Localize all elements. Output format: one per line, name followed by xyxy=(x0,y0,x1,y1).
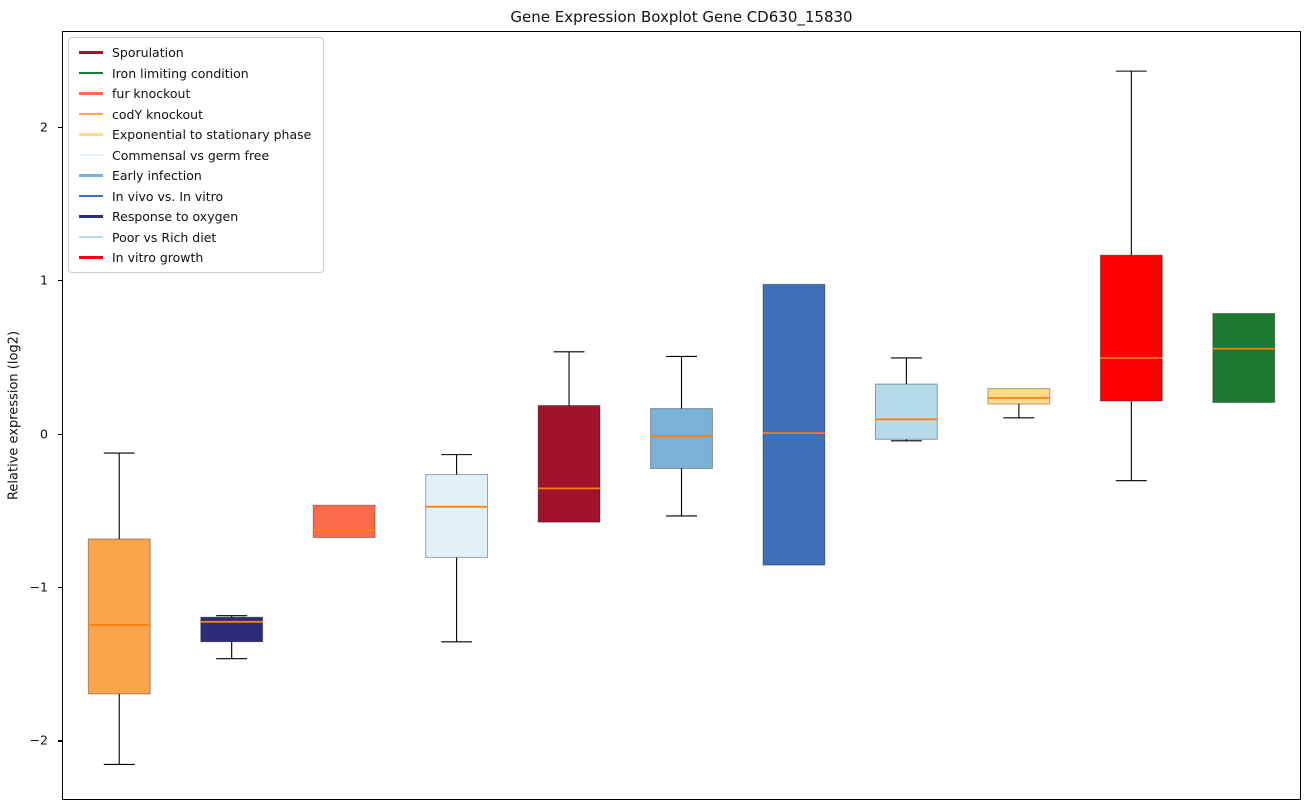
box-exponential-to-stationary-phase xyxy=(987,388,1051,419)
y-tick-mark xyxy=(58,587,62,589)
legend-swatch xyxy=(79,92,103,95)
legend-item-cody-knockout: codY knockout xyxy=(79,107,311,122)
legend-swatch xyxy=(79,71,103,75)
legend-item-early-infection: Early infection xyxy=(79,168,311,183)
box-rect xyxy=(87,538,151,695)
boxplot-canvas xyxy=(87,70,1276,766)
legend-label: In vitro growth xyxy=(112,250,204,265)
legend-item-poor-vs-rich-diet: Poor vs Rich diet xyxy=(79,230,311,245)
box-rect xyxy=(874,383,938,440)
legend: Sporulation Iron limiting condition fur kn… xyxy=(68,37,325,273)
legend-item-in-vivo-vs-in-vitro: In vivo vs. In vitro xyxy=(79,189,311,204)
y-tick-label: −2 xyxy=(29,732,48,748)
y-tick-mark xyxy=(58,126,62,129)
legend-label: Sporulation xyxy=(112,45,184,60)
box-cody-knockout xyxy=(87,452,151,766)
box-early-infection xyxy=(650,355,713,517)
box-commensal-vs-germ-free xyxy=(425,454,489,643)
legend-swatch xyxy=(79,194,103,198)
legend-swatch xyxy=(79,51,103,54)
legend-label: Iron limiting condition xyxy=(112,65,249,81)
legend-swatch xyxy=(79,215,103,218)
legend-swatch xyxy=(79,235,103,239)
legend-label: fur knockout xyxy=(112,86,191,101)
legend-swatch xyxy=(79,153,103,157)
legend-item-iron-limiting-condition: Iron limiting condition xyxy=(79,66,311,81)
box-iron-limiting-condition xyxy=(1212,312,1276,403)
box-rect xyxy=(1212,312,1276,403)
legend-label: In vivo vs. In vitro xyxy=(112,188,224,204)
box-rect xyxy=(650,408,713,469)
box-rect xyxy=(312,504,376,538)
y-tick-mark xyxy=(58,433,62,435)
legend-label: Poor vs Rich diet xyxy=(112,229,217,245)
y-tick-label: 0 xyxy=(40,426,48,442)
box-rect xyxy=(1099,254,1163,402)
legend-label: codY knockout xyxy=(112,106,204,122)
legend-item-commensal-vs-germ-free: Commensal vs germ free xyxy=(79,148,311,163)
y-tick-mark xyxy=(58,280,62,282)
legend-swatch xyxy=(79,174,103,177)
box-rect xyxy=(425,474,489,558)
box-sporulation xyxy=(537,351,601,523)
box-rect xyxy=(987,388,1051,405)
y-tick-label: 1 xyxy=(40,272,48,288)
legend-label: Commensal vs germ free xyxy=(112,147,270,163)
box-in-vivo-vs-in-vitro xyxy=(762,283,826,566)
plot-area: Sporulation Iron limiting condition fur kn… xyxy=(62,31,1301,800)
box-in-vitro-growth xyxy=(1099,70,1163,482)
y-tick-label: 2 xyxy=(40,119,48,135)
box-poor-vs-rich-diet xyxy=(874,357,938,442)
legend-label: Early infection xyxy=(112,168,202,183)
legend-item-sporulation: Sporulation xyxy=(79,45,311,60)
legend-item-exponential-to-stationary-phase: Exponential to stationary phase xyxy=(79,127,311,142)
y-axis-ticks: 2 1 0 −1 −2 xyxy=(0,0,62,812)
box-fur-knockout xyxy=(312,504,376,538)
legend-swatch xyxy=(79,256,103,259)
legend-swatch xyxy=(79,133,103,136)
legend-item-fur-knockout: fur knockout xyxy=(79,86,311,101)
box-rect xyxy=(537,405,601,523)
legend-item-in-vitro-growth: In vitro growth xyxy=(79,250,311,265)
y-tick-mark xyxy=(58,740,62,742)
chart-title: Gene Expression Boxplot Gene CD630_15830 xyxy=(510,8,853,26)
box-rect xyxy=(200,616,264,643)
box-rect xyxy=(762,283,826,566)
legend-item-response-to-oxygen: Response to oxygen xyxy=(79,209,311,224)
legend-swatch xyxy=(79,112,103,116)
y-tick-label: −1 xyxy=(29,579,48,595)
legend-label: Exponential to stationary phase xyxy=(112,127,312,142)
box-response-to-oxygen xyxy=(200,615,264,660)
legend-label: Response to oxygen xyxy=(112,209,239,224)
